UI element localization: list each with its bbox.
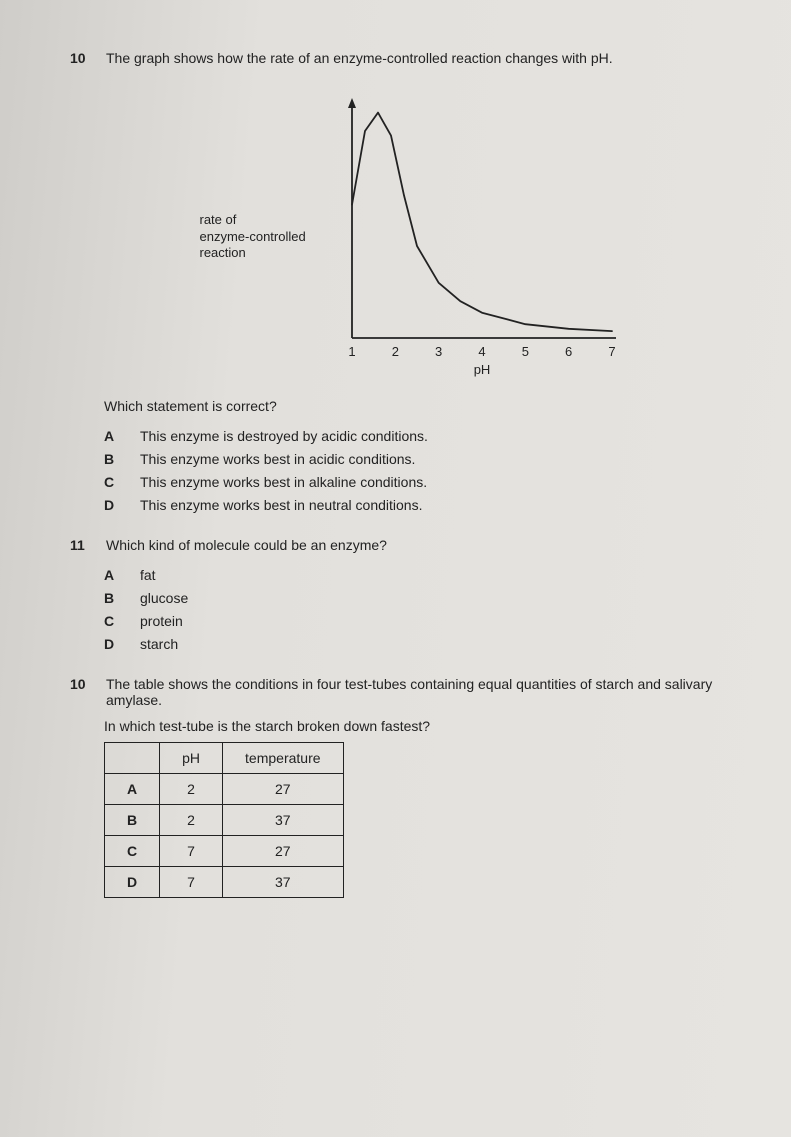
options-list: A This enzyme is destroyed by acidic con…	[104, 428, 751, 513]
svg-text:1: 1	[348, 344, 355, 359]
question-header: 10 The table shows the conditions in fou…	[70, 676, 751, 708]
question-number: 10	[70, 676, 96, 692]
table-cell: D	[105, 867, 160, 898]
option-row: D This enzyme works best in neutral cond…	[104, 497, 751, 513]
option-letter: D	[104, 636, 122, 652]
svg-text:5: 5	[521, 344, 528, 359]
conditions-table: pH temperature A 2 27 B 2 37 C 7 27 D 7	[104, 742, 344, 898]
question-number: 10	[70, 50, 96, 66]
svg-text:3: 3	[435, 344, 442, 359]
option-text: This enzyme works best in neutral condit…	[140, 497, 422, 513]
option-row: C This enzyme works best in alkaline con…	[104, 474, 751, 490]
table-cell: 27	[223, 774, 343, 805]
exam-page: 10 The graph shows how the rate of an en…	[0, 0, 791, 1137]
question-prompt: The table shows the conditions in four t…	[106, 676, 726, 708]
table-row: D 7 37	[105, 867, 344, 898]
option-letter: A	[104, 428, 122, 444]
option-row: A fat	[104, 567, 751, 583]
chart-container: rate of enzyme-controlled reaction 1 2 3 4 5…	[70, 96, 751, 378]
option-letter: D	[104, 497, 122, 513]
table-cell: B	[105, 805, 160, 836]
svg-text:7: 7	[608, 344, 615, 359]
svg-text:2: 2	[391, 344, 398, 359]
question-prompt: The graph shows how the rate of an enzym…	[106, 50, 613, 66]
option-text: starch	[140, 636, 178, 652]
ylabel-line: enzyme-controlled	[200, 229, 306, 244]
question-10-table: 10 The table shows the conditions in fou…	[70, 676, 751, 898]
table-cell: 7	[160, 836, 223, 867]
svg-text:pH: pH	[473, 362, 490, 377]
option-letter: A	[104, 567, 122, 583]
table-cell: 2	[160, 774, 223, 805]
options-list: A fat B glucose C protein D starch	[104, 567, 751, 652]
option-text: fat	[140, 567, 156, 583]
option-row: C protein	[104, 613, 751, 629]
table-header-cell: pH	[160, 743, 223, 774]
table-cell: 27	[223, 836, 343, 867]
table-cell: 37	[223, 867, 343, 898]
option-text: This enzyme works best in acidic conditi…	[140, 451, 415, 467]
option-text: protein	[140, 613, 183, 629]
question-subprompt: Which statement is correct?	[104, 398, 751, 414]
table-cell: 7	[160, 867, 223, 898]
table-header-row: pH temperature	[105, 743, 344, 774]
table-row: A 2 27	[105, 774, 344, 805]
option-row: B This enzyme works best in acidic condi…	[104, 451, 751, 467]
table-header-cell: temperature	[223, 743, 343, 774]
ylabel-line: reaction	[200, 245, 246, 260]
option-letter: B	[104, 451, 122, 467]
svg-text:4: 4	[478, 344, 485, 359]
option-row: D starch	[104, 636, 751, 652]
option-text: glucose	[140, 590, 188, 606]
table-cell: 37	[223, 805, 343, 836]
option-text: This enzyme is destroyed by acidic condi…	[140, 428, 428, 444]
table-cell: 2	[160, 805, 223, 836]
option-row: B glucose	[104, 590, 751, 606]
option-text: This enzyme works best in alkaline condi…	[140, 474, 427, 490]
table-row: C 7 27	[105, 836, 344, 867]
enzyme-ph-chart: 1 2 3 4 5 6 7 pH	[340, 96, 622, 378]
question-header: 10 The graph shows how the rate of an en…	[70, 50, 751, 66]
question-11: 11 Which kind of molecule could be an en…	[70, 537, 751, 652]
question-number: 11	[70, 537, 96, 553]
option-letter: B	[104, 590, 122, 606]
question-10-graph: 10 The graph shows how the rate of an en…	[70, 50, 751, 513]
table-cell: C	[105, 836, 160, 867]
option-row: A This enzyme is destroyed by acidic con…	[104, 428, 751, 444]
ylabel-line: rate of	[200, 212, 237, 227]
chart-ylabel: rate of enzyme-controlled reaction	[200, 212, 330, 263]
table-cell: A	[105, 774, 160, 805]
option-letter: C	[104, 613, 122, 629]
option-letter: C	[104, 474, 122, 490]
question-header: 11 Which kind of molecule could be an en…	[70, 537, 751, 553]
question-prompt: Which kind of molecule could be an enzym…	[106, 537, 387, 553]
question-subprompt: In which test-tube is the starch broken …	[104, 718, 751, 734]
svg-text:6: 6	[565, 344, 572, 359]
table-header-cell	[105, 743, 160, 774]
table-row: B 2 37	[105, 805, 344, 836]
